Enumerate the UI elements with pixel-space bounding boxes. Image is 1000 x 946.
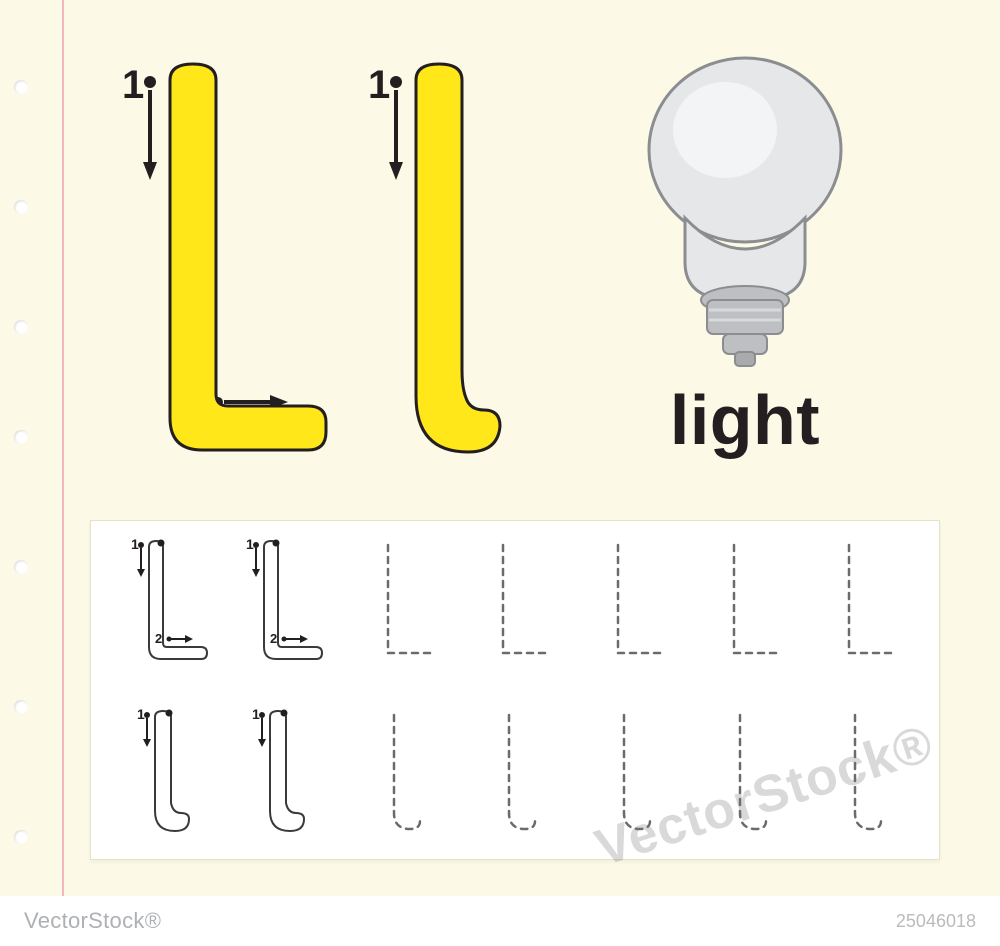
binder-hole xyxy=(14,200,28,214)
lowercase-l: 1 xyxy=(368,63,500,452)
light-bulb-icon xyxy=(615,50,875,380)
svg-text:1: 1 xyxy=(246,536,254,552)
worksheet-page: 1 2 1 xyxy=(0,0,1000,946)
practice-row-upper: 1212 xyxy=(91,521,939,691)
svg-text:2: 2 xyxy=(270,631,277,646)
margin-line xyxy=(62,0,64,946)
uppercase-L-shape xyxy=(170,64,326,450)
practice-cell xyxy=(811,701,911,851)
practice-cell xyxy=(580,701,680,851)
practice-cell xyxy=(696,531,796,681)
practice-cell xyxy=(580,531,680,681)
footer-site: VectorStock® xyxy=(24,908,896,934)
stroke-1-arrow-head xyxy=(143,162,157,180)
binder-hole xyxy=(14,80,28,94)
lowercase-l-shape xyxy=(416,64,500,452)
binder-hole xyxy=(14,560,28,574)
practice-cell: 12 xyxy=(234,531,334,681)
practice-cell xyxy=(465,701,565,851)
stroke-number-1: 1 xyxy=(122,63,144,107)
illustration-column: light xyxy=(550,50,940,490)
practice-row-lower: 11 xyxy=(91,691,939,861)
example-letters: 1 2 1 xyxy=(90,50,510,490)
stroke-1-start-dot-lc xyxy=(390,76,402,88)
practice-cell xyxy=(811,531,911,681)
practice-cell: 1 xyxy=(119,701,219,851)
stroke-number-1-lc: 1 xyxy=(368,63,390,107)
footer: VectorStock® 25046018 xyxy=(0,896,1000,946)
illustration-word: light xyxy=(670,380,820,460)
practice-cell xyxy=(350,531,450,681)
binder-holes xyxy=(0,0,40,946)
binder-hole xyxy=(14,830,28,844)
stroke-1-start-dot xyxy=(144,76,156,88)
practice-cell: 12 xyxy=(119,531,219,681)
footer-image-id: 25046018 xyxy=(896,911,976,932)
svg-text:2: 2 xyxy=(155,631,162,646)
svg-text:1: 1 xyxy=(252,706,260,722)
letters-svg: 1 2 1 xyxy=(90,50,510,490)
binder-hole xyxy=(14,430,28,444)
uppercase-L: 1 2 xyxy=(122,63,326,450)
stroke-1-arrow-head-lc xyxy=(389,162,403,180)
practice-cell xyxy=(696,701,796,851)
binder-hole xyxy=(14,700,28,714)
top-section: 1 2 1 xyxy=(90,50,940,490)
practice-cell xyxy=(350,701,450,851)
practice-cell: 1 xyxy=(234,701,334,851)
svg-text:1: 1 xyxy=(131,536,139,552)
practice-cell xyxy=(465,531,565,681)
practice-area: 1212 11 xyxy=(90,520,940,860)
binder-hole xyxy=(14,320,28,334)
svg-text:1: 1 xyxy=(137,706,145,722)
